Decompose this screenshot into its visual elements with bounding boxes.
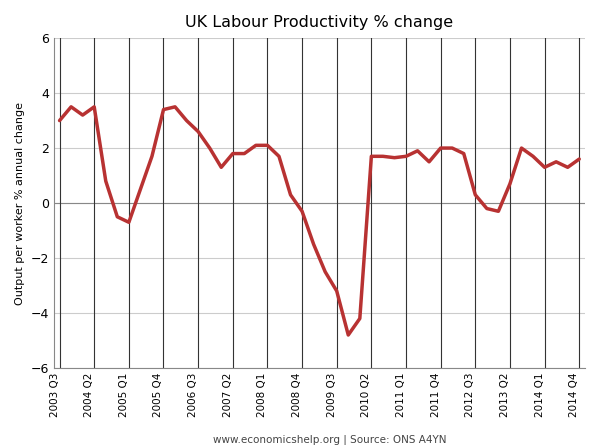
Text: www.economicshelp.org | Source: ONS A4YN: www.economicshelp.org | Source: ONS A4YN xyxy=(213,435,447,445)
Title: UK Labour Productivity % change: UK Labour Productivity % change xyxy=(185,15,454,30)
Y-axis label: Output per worker % annual change: Output per worker % annual change xyxy=(15,101,25,304)
